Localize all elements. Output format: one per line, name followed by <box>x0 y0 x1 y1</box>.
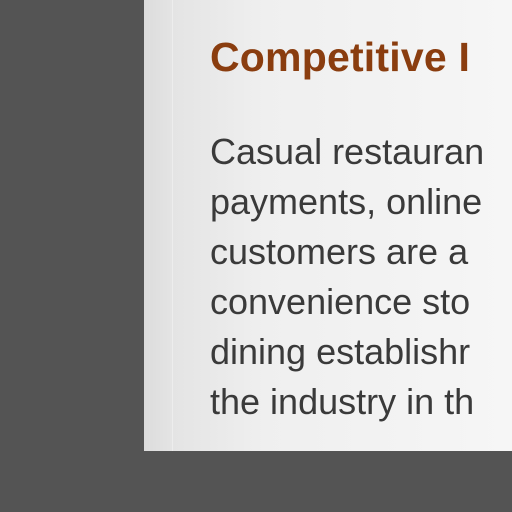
body-line: dining establishr <box>210 331 471 372</box>
body-line: payments, online <box>210 181 483 222</box>
body-line: the industry in th <box>210 381 475 422</box>
body-line: customers are a <box>210 231 469 272</box>
body-line: Casual restauran <box>210 131 485 172</box>
slide-panel: Competitive I Casual restauran payments,… <box>144 0 512 451</box>
panel-edge-divider <box>172 0 173 451</box>
slide-heading: Competitive I <box>210 34 471 80</box>
body-line: convenience sto <box>210 281 471 322</box>
slide-body-text: Casual restauran payments, online custom… <box>210 127 484 427</box>
